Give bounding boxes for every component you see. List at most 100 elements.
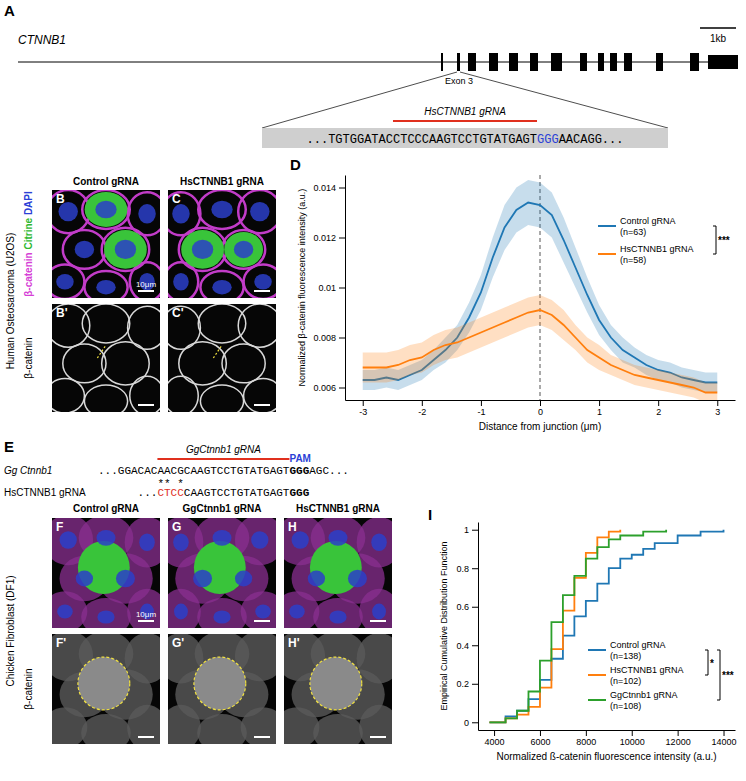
tick: 0.008 <box>313 333 345 343</box>
tick-mark <box>586 730 587 736</box>
tick-label: 0.2 <box>456 679 469 689</box>
tick: 0.012 <box>313 233 345 243</box>
cell-outline <box>63 230 106 269</box>
cell <box>313 598 363 628</box>
sequence: ...GGACACAACGCAAGTCCTGTATGAGTGGGAGC... <box>98 465 349 477</box>
scale-label: 10μm <box>136 280 157 289</box>
exon <box>708 55 738 69</box>
tick: 8000 <box>576 730 596 747</box>
nucleus <box>250 202 269 221</box>
sequence-segment: ...GGACAC <box>98 465 158 477</box>
cell <box>197 598 247 628</box>
tick-mark <box>472 645 478 646</box>
nucleus <box>116 570 135 588</box>
cell-outline <box>310 657 362 710</box>
nucleus <box>173 533 189 551</box>
tick-label: 2 <box>656 407 661 417</box>
nucleus <box>97 610 114 623</box>
legend: Control gRNA(n=63)HsCTNNB1 gRNA(n=58)*** <box>598 216 730 265</box>
row-label: β-catenin <box>23 668 34 709</box>
scale-bar <box>254 620 270 622</box>
cell <box>284 591 319 628</box>
row-label: HsCTNNB1 gRNA <box>4 487 86 498</box>
tick-label: 0.8 <box>456 564 469 574</box>
scale-bar <box>138 290 154 292</box>
channel-name: DAPI <box>23 191 34 215</box>
nucleus <box>289 604 305 618</box>
micrograph <box>52 190 160 298</box>
exon <box>530 53 538 71</box>
plot-area <box>363 175 718 400</box>
cell-outline <box>52 265 84 298</box>
tick: -2 <box>418 400 426 417</box>
tick: 12000 <box>666 730 691 747</box>
cell-outline <box>179 342 227 385</box>
tick-mark <box>599 400 600 406</box>
row-label: Gg Ctnnb1 <box>4 465 52 476</box>
tick-label: -1 <box>477 407 485 417</box>
exon <box>468 53 476 71</box>
zoom-line <box>460 72 668 128</box>
axis-line <box>345 176 346 401</box>
tick: 0.01 <box>318 283 345 293</box>
cell <box>127 589 160 628</box>
legend-swatch <box>588 674 606 676</box>
panel-label: C <box>172 192 181 206</box>
legend-label: HsCTNNB1 gRNA <box>620 244 694 254</box>
cell-outline <box>130 262 160 298</box>
series-line <box>363 310 718 393</box>
nucleus <box>212 530 231 546</box>
cell-outline <box>198 304 246 343</box>
sequence-segment: GGG <box>289 465 309 477</box>
scale-bar <box>138 620 154 622</box>
nucleus <box>329 610 346 623</box>
tick-label: 0 <box>538 407 543 417</box>
sequence-segment: ...TGTGGATAC <box>307 133 393 147</box>
cell <box>284 707 319 744</box>
y-axis-title: Normalized β-catenin fluorescence intens… <box>297 189 307 387</box>
tick-label: 12000 <box>666 737 691 747</box>
cell-outline <box>238 304 276 347</box>
legend-label: (n=58) <box>620 255 646 265</box>
image-background <box>52 304 160 412</box>
junction-line <box>213 345 222 358</box>
legend-swatch <box>588 699 606 701</box>
image-background <box>52 518 160 628</box>
series-line <box>489 530 723 723</box>
scale-label: 10μm <box>136 610 157 619</box>
legend-label: (n=138) <box>610 651 641 661</box>
cell-outline <box>198 190 246 229</box>
tick-label: 10000 <box>620 737 645 747</box>
tick: -1 <box>477 400 485 417</box>
cell-outline <box>130 376 160 412</box>
legend-label: Control gRNA <box>620 216 676 226</box>
channel-label: β-catenin Citrine DAPI <box>23 191 34 297</box>
cell <box>52 707 87 744</box>
cell-outline <box>244 379 276 412</box>
tick-mark <box>632 730 633 736</box>
tick: 0.8 <box>456 564 478 574</box>
tick-mark <box>494 730 495 736</box>
nucleus <box>234 241 253 258</box>
tick-label: 0.012 <box>313 233 336 243</box>
tick-label: 4000 <box>485 737 505 747</box>
tick-label: 1 <box>597 407 602 417</box>
significance-label: * <box>710 658 714 669</box>
scale-bar <box>370 736 386 738</box>
sequence-segment: CAAGTCCTGTATGAGT <box>184 487 290 499</box>
tick: 1 <box>597 400 602 417</box>
exon <box>610 53 617 71</box>
tick-mark <box>540 730 541 736</box>
nucleus <box>371 533 387 551</box>
axis-line <box>479 730 736 731</box>
nucleus <box>328 530 347 546</box>
exon <box>457 53 460 71</box>
tick: 0.006 <box>313 383 345 393</box>
nucleus <box>75 241 94 258</box>
citrine-cell <box>181 230 224 269</box>
sequence-box <box>262 128 668 148</box>
micrograph <box>168 304 276 412</box>
x-axis-title: Distance from junction (μm) <box>479 421 601 432</box>
micrograph <box>52 518 160 628</box>
tick-mark <box>472 684 478 685</box>
